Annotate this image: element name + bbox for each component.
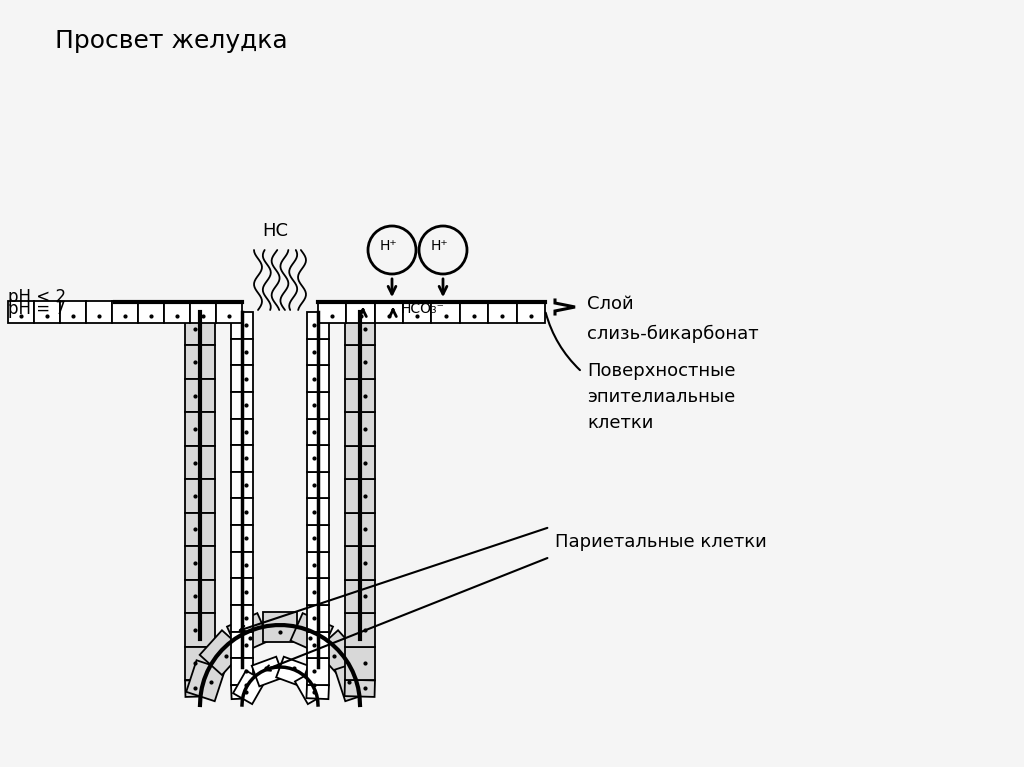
- Polygon shape: [307, 365, 329, 392]
- Polygon shape: [295, 670, 327, 704]
- Polygon shape: [345, 580, 375, 613]
- Polygon shape: [231, 499, 253, 525]
- Polygon shape: [231, 365, 253, 392]
- Polygon shape: [307, 631, 329, 658]
- Polygon shape: [60, 301, 86, 323]
- Polygon shape: [231, 525, 253, 551]
- Polygon shape: [345, 647, 375, 680]
- Polygon shape: [345, 613, 375, 647]
- Polygon shape: [263, 612, 297, 642]
- Polygon shape: [307, 551, 329, 578]
- Polygon shape: [460, 301, 488, 323]
- Polygon shape: [252, 657, 284, 686]
- Polygon shape: [34, 301, 60, 323]
- Text: Поверхностные: Поверхностные: [587, 362, 735, 380]
- Polygon shape: [488, 301, 517, 323]
- Text: клетки: клетки: [587, 414, 653, 432]
- Polygon shape: [164, 301, 190, 323]
- Polygon shape: [307, 419, 329, 445]
- Polygon shape: [231, 419, 253, 445]
- Polygon shape: [307, 499, 329, 525]
- Polygon shape: [345, 546, 375, 580]
- Polygon shape: [345, 479, 375, 513]
- Text: H⁺: H⁺: [379, 239, 397, 253]
- Polygon shape: [138, 301, 164, 323]
- Polygon shape: [315, 630, 360, 675]
- Polygon shape: [216, 301, 242, 323]
- Polygon shape: [335, 660, 374, 701]
- Text: H⁺: H⁺: [430, 239, 447, 253]
- Polygon shape: [86, 301, 112, 323]
- Polygon shape: [231, 631, 253, 658]
- Polygon shape: [200, 630, 244, 675]
- Polygon shape: [517, 301, 545, 323]
- Polygon shape: [346, 301, 375, 323]
- Polygon shape: [185, 413, 215, 446]
- Text: НС: НС: [262, 222, 288, 240]
- Polygon shape: [185, 613, 215, 647]
- Text: pH = 7: pH = 7: [8, 300, 66, 318]
- Polygon shape: [345, 446, 375, 479]
- Polygon shape: [185, 680, 215, 697]
- Polygon shape: [231, 578, 253, 605]
- Polygon shape: [307, 338, 329, 365]
- Polygon shape: [345, 345, 375, 379]
- Polygon shape: [185, 312, 215, 345]
- Polygon shape: [345, 312, 375, 345]
- Polygon shape: [307, 312, 329, 338]
- Polygon shape: [185, 379, 215, 413]
- Polygon shape: [231, 658, 253, 685]
- Text: эпителиальные: эпителиальные: [587, 388, 735, 406]
- Polygon shape: [112, 301, 138, 323]
- Polygon shape: [231, 605, 253, 631]
- Polygon shape: [185, 647, 215, 680]
- Polygon shape: [185, 446, 215, 479]
- Polygon shape: [307, 392, 329, 419]
- Polygon shape: [8, 301, 34, 323]
- Polygon shape: [185, 345, 215, 379]
- Text: Париетальные клетки: Париетальные клетки: [555, 533, 767, 551]
- Text: Слой: Слой: [587, 295, 634, 313]
- Polygon shape: [345, 513, 375, 546]
- Text: pH < 2: pH < 2: [8, 288, 67, 306]
- Polygon shape: [185, 513, 215, 546]
- Polygon shape: [231, 551, 253, 578]
- Polygon shape: [345, 379, 375, 413]
- Polygon shape: [186, 660, 225, 701]
- Polygon shape: [307, 605, 329, 631]
- Polygon shape: [185, 546, 215, 580]
- Polygon shape: [403, 301, 431, 323]
- Polygon shape: [276, 657, 308, 686]
- Text: HCO₃⁻: HCO₃⁻: [401, 302, 445, 316]
- Polygon shape: [231, 445, 253, 472]
- Polygon shape: [318, 301, 346, 323]
- Polygon shape: [306, 684, 329, 700]
- Polygon shape: [307, 472, 329, 499]
- Polygon shape: [307, 658, 329, 685]
- Polygon shape: [307, 578, 329, 605]
- Polygon shape: [344, 680, 375, 697]
- Polygon shape: [185, 580, 215, 613]
- Polygon shape: [307, 445, 329, 472]
- Polygon shape: [345, 413, 375, 446]
- Text: Просвет желудка: Просвет желудка: [55, 29, 288, 53]
- Text: слизь-бикарбонат: слизь-бикарбонат: [587, 325, 759, 344]
- Polygon shape: [291, 613, 333, 654]
- Polygon shape: [231, 338, 253, 365]
- Polygon shape: [185, 479, 215, 513]
- Polygon shape: [231, 392, 253, 419]
- Polygon shape: [227, 613, 269, 654]
- Polygon shape: [431, 301, 460, 323]
- Polygon shape: [190, 301, 216, 323]
- Polygon shape: [231, 472, 253, 499]
- Polygon shape: [375, 301, 403, 323]
- Polygon shape: [231, 684, 254, 700]
- Polygon shape: [307, 525, 329, 551]
- Polygon shape: [233, 670, 265, 704]
- Polygon shape: [231, 312, 253, 338]
